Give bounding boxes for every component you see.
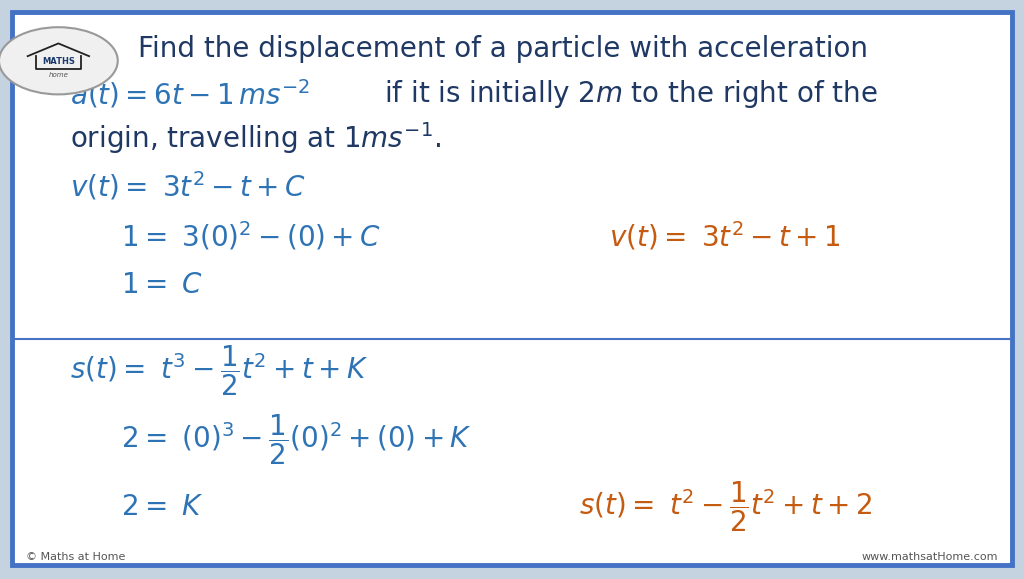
- Text: origin, travelling at $1ms^{-1}$.: origin, travelling at $1ms^{-1}$.: [70, 120, 440, 156]
- Text: © Maths at Home: © Maths at Home: [26, 552, 125, 562]
- Text: $v(t) =\ 3t^2 - t + C$: $v(t) =\ 3t^2 - t + C$: [70, 170, 305, 203]
- Text: $2 =\ K$: $2 =\ K$: [121, 493, 204, 521]
- Text: $v(t) =\ 3t^2 - t + 1$: $v(t) =\ 3t^2 - t + 1$: [609, 219, 841, 252]
- Text: $a(t) = 6t - 1\,ms^{-2}$: $a(t) = 6t - 1\,ms^{-2}$: [70, 78, 309, 110]
- Circle shape: [0, 27, 118, 94]
- Text: $1 =\ C$: $1 =\ C$: [121, 271, 203, 299]
- Text: home: home: [48, 72, 69, 78]
- Text: www.mathsatHome.com: www.mathsatHome.com: [862, 552, 998, 562]
- FancyBboxPatch shape: [12, 12, 1012, 565]
- Text: Find the displacement of a particle with acceleration: Find the displacement of a particle with…: [138, 35, 868, 63]
- Text: $s(t) =\ t^3 - \dfrac{1}{2}t^2 + t + K$: $s(t) =\ t^3 - \dfrac{1}{2}t^2 + t + K$: [70, 343, 368, 398]
- Text: $1 =\ 3(0)^2 - (0) + C$: $1 =\ 3(0)^2 - (0) + C$: [121, 219, 381, 252]
- Text: $2 =\ (0)^3 - \dfrac{1}{2}(0)^2 + (0) + K$: $2 =\ (0)^3 - \dfrac{1}{2}(0)^2 + (0) + …: [121, 413, 472, 467]
- Text: if it is initially $2m$ to the right of the: if it is initially $2m$ to the right of …: [384, 78, 878, 110]
- Text: $s(t) =\ t^2 - \dfrac{1}{2}t^2 + t + 2$: $s(t) =\ t^2 - \dfrac{1}{2}t^2 + t + 2$: [579, 479, 871, 534]
- Text: MATHS: MATHS: [42, 57, 75, 67]
